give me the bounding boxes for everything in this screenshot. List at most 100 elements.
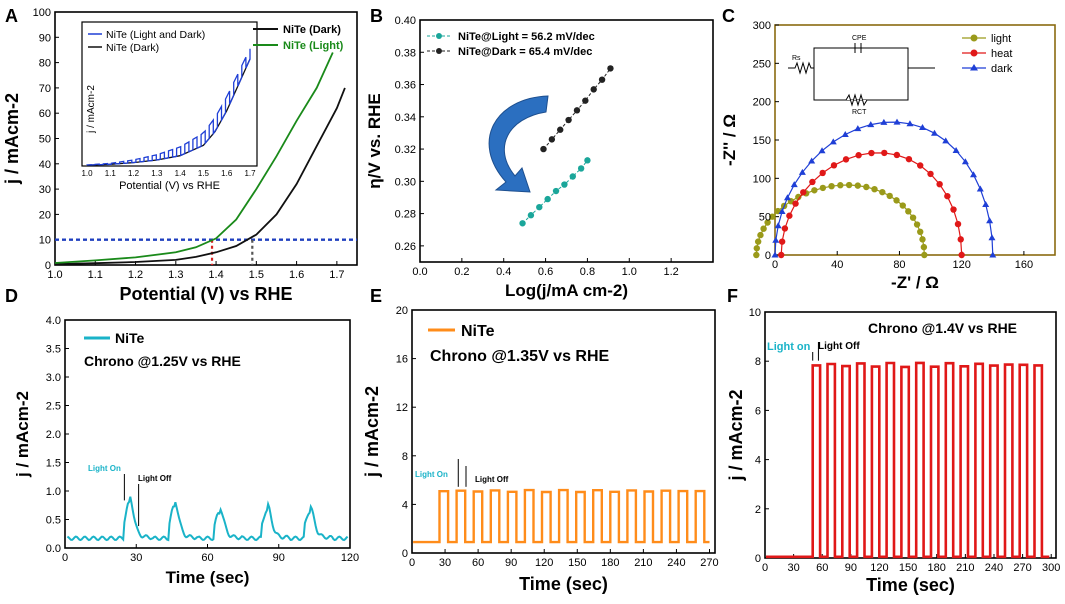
legend-label: heat (991, 48, 1012, 60)
data-point (819, 184, 827, 192)
circuit-wires (788, 47, 935, 101)
y-tick-label: 0.34 (395, 112, 416, 124)
data-point (790, 181, 798, 188)
x-tick-label: 1.0 (47, 269, 62, 281)
inset-legend-label: NiTe (Dark) (106, 42, 159, 54)
data-point (544, 195, 551, 203)
legend-marker (970, 34, 978, 42)
curved-arrow-icon (488, 95, 549, 193)
y-tick-label: 3.0 (46, 372, 61, 384)
data-point (942, 137, 950, 144)
x-tick-label: 30 (787, 562, 799, 574)
series-nite-chrono-d (66, 496, 349, 542)
data-point (845, 181, 853, 189)
legend-label: NiTe (115, 330, 145, 346)
data-point (607, 65, 614, 72)
y-axis-label: -Z'' / Ω (720, 114, 739, 166)
y-axis-label: j / mAcm-2 (13, 391, 32, 478)
y-tick-label: 1.5 (46, 458, 61, 470)
data-point (989, 251, 997, 258)
x-tick-label: 120 (341, 552, 359, 564)
data-point (809, 178, 816, 186)
data-point (854, 182, 861, 189)
y-tick-label: 10 (749, 307, 761, 319)
y-tick-label: 6 (755, 405, 761, 417)
x-tick-label: 1.5 (249, 269, 264, 281)
annotation-light-on: Light on (767, 341, 811, 353)
data-point (841, 131, 849, 138)
circuit-label-rct: RCT (852, 109, 867, 116)
data-point (548, 136, 556, 143)
data-point (764, 219, 771, 226)
y-tick-label: 0.26 (395, 241, 416, 253)
x-axis-label: Time (sec) (866, 575, 955, 595)
y-tick-label: 80 (39, 58, 51, 70)
data-point (754, 238, 762, 245)
data-point (828, 182, 835, 190)
data-point (917, 228, 924, 236)
x-tick-label: 240 (667, 557, 685, 569)
x-axis-label: -Z' / Ω (891, 273, 939, 292)
data-point (927, 170, 934, 178)
x-tick-label: 1.2 (663, 266, 678, 278)
data-point (899, 202, 906, 209)
inset-x-tick-label: 1.0 (81, 169, 93, 178)
y-tick-label: 0 (755, 553, 761, 565)
data-point (818, 147, 826, 154)
x-tick-label: 0.2 (454, 266, 469, 278)
data-point (970, 171, 978, 178)
y-tick-label: 200 (753, 97, 771, 109)
data-point (919, 236, 926, 243)
y-tick-label: 0.36 (395, 80, 416, 92)
y-tick-label: 0 (45, 260, 51, 272)
x-axis-label: Potential (V) vs RHE (119, 284, 292, 304)
data-point (519, 220, 526, 227)
data-point (792, 200, 799, 207)
y-tick-label: 0.28 (395, 209, 416, 221)
y-tick-label: 50 (39, 134, 51, 146)
data-point (982, 200, 990, 207)
data-point (783, 194, 791, 201)
data-point (920, 243, 928, 251)
y-tick-label: 0.38 (395, 47, 416, 59)
data-point (909, 214, 917, 221)
data-point (757, 231, 764, 239)
data-point (760, 225, 767, 232)
data-point (800, 189, 807, 196)
legend-label: light (991, 33, 1011, 45)
legend-label: NiTe (461, 323, 495, 340)
data-point (881, 149, 888, 157)
inset-x-tick-label: 1.4 (175, 169, 187, 178)
y-tick-label: 150 (753, 135, 771, 147)
x-tick-label: 60 (201, 552, 213, 564)
panel-letter: F (727, 286, 738, 306)
data-point (772, 236, 780, 243)
panel-e-frame (411, 309, 716, 554)
data-point (936, 180, 943, 188)
x-tick-label: 30 (439, 557, 451, 569)
y-tick-label: 100 (753, 173, 771, 185)
y-tick-label: 2.5 (46, 401, 61, 413)
y-tick-label: 8 (755, 356, 761, 368)
data-point (842, 156, 850, 163)
y-tick-label: 0.30 (395, 176, 416, 188)
data-point (811, 187, 818, 194)
x-tick-label: 300 (1042, 562, 1060, 574)
x-tick-label: 1.3 (168, 269, 183, 281)
x-tick-label: 1.4 (208, 269, 223, 281)
x-tick-label: 240 (985, 562, 1003, 574)
panel-letter: A (5, 6, 18, 26)
y-tick-label: 16 (396, 354, 408, 366)
panel-letter: C (722, 6, 735, 26)
y-tick-label: 70 (39, 83, 51, 95)
y-tick-label: 0 (402, 548, 408, 560)
data-point (855, 152, 862, 159)
chart-title: Chrono @1.25V vs RHE (84, 353, 241, 369)
data-point (778, 207, 786, 214)
data-point (753, 251, 760, 259)
inset-x-tick-label: 1.7 (244, 169, 256, 178)
x-tick-label: 0 (772, 259, 778, 271)
inset-x-axis-label: Potential (V) vs RHE (119, 180, 220, 192)
data-point (569, 173, 576, 180)
x-tick-label: 180 (601, 557, 619, 569)
